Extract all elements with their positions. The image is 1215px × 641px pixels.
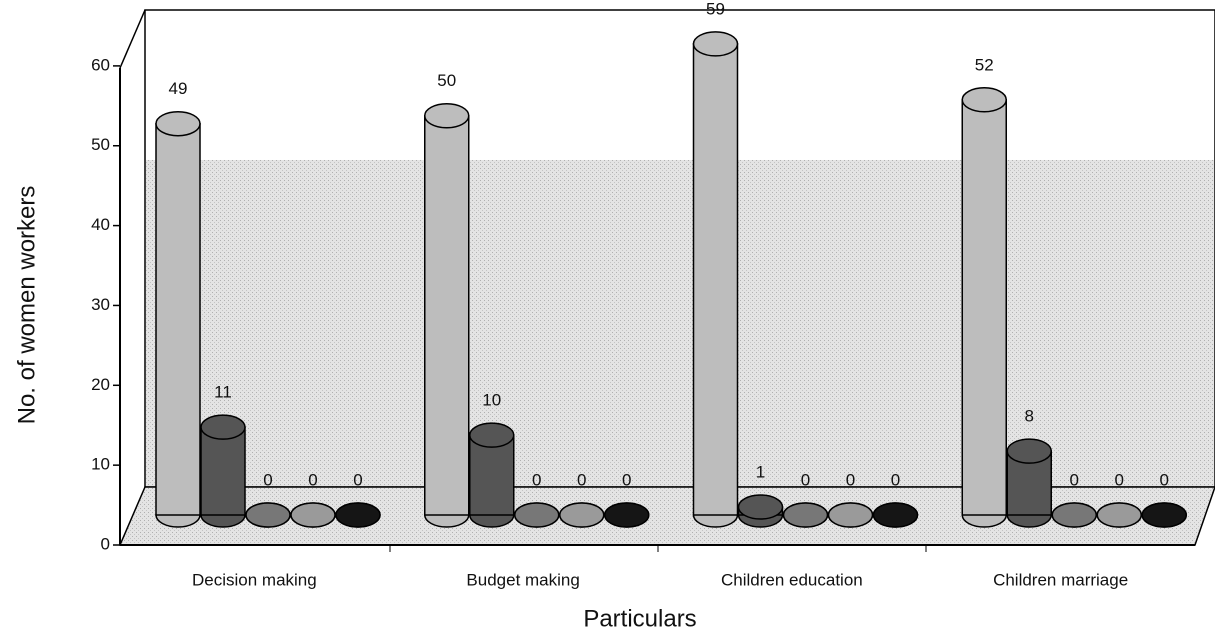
bar-top [604, 502, 650, 528]
bar-top [424, 102, 470, 129]
data-label: 59 [706, 0, 725, 18]
bar-top [782, 502, 829, 528]
data-label: 0 [1160, 470, 1169, 489]
data-label: 0 [801, 470, 810, 489]
bar [961, 99, 1007, 516]
bar-top [155, 110, 201, 137]
x-axis-title: Particulars [583, 605, 696, 632]
data-label: 1 [756, 462, 765, 481]
bar [200, 426, 246, 516]
y-tick-label: 20 [91, 375, 110, 394]
y-tick-label: 40 [91, 215, 110, 234]
bar-top [514, 502, 560, 528]
data-label: 0 [308, 470, 317, 489]
data-label: 0 [263, 470, 272, 489]
x-tick-label: Decision making [192, 570, 317, 589]
bar-top [200, 414, 246, 440]
x-tick-label: Children education [721, 570, 863, 589]
data-label: 10 [482, 391, 501, 410]
data-label: 49 [169, 79, 188, 98]
data-label: 0 [891, 470, 900, 489]
data-label: 11 [214, 383, 232, 402]
bar-top [1006, 438, 1052, 464]
bar [469, 434, 515, 516]
data-label: 52 [975, 55, 994, 74]
data-label: 8 [1025, 407, 1034, 426]
bar-top [692, 31, 739, 57]
data-label: 0 [846, 470, 855, 489]
data-label: 0 [577, 470, 586, 489]
bar-top [290, 502, 336, 528]
y-tick-label: 50 [91, 135, 110, 154]
data-label: 0 [532, 470, 541, 489]
left-wall-edge [119, 9, 146, 69]
bar-top [1141, 502, 1187, 528]
bar [692, 43, 739, 516]
data-label: 0 [353, 470, 362, 489]
bar-top [245, 502, 291, 528]
data-label: 0 [1115, 470, 1124, 489]
bar-top [1096, 502, 1142, 528]
bar-top [961, 87, 1007, 113]
y-tick-label: 30 [91, 295, 110, 314]
bar-top [559, 502, 605, 528]
y-tick-label: 10 [91, 455, 110, 474]
bar-top [737, 494, 784, 520]
bar [155, 122, 201, 516]
bar-top [1051, 502, 1097, 528]
wall-shade [146, 160, 1214, 486]
bar-top [469, 422, 515, 448]
y-axis-title: No. of women workers [13, 186, 40, 425]
data-label: 0 [1070, 470, 1079, 489]
bar-top [827, 502, 874, 528]
y-tick-label: 60 [91, 55, 110, 74]
bar [424, 114, 470, 516]
y-tick-label: 0 [101, 534, 110, 553]
x-tick-label: Children marriage [993, 570, 1128, 589]
x-tick-label: Budget making [466, 570, 579, 589]
bar-top [335, 502, 381, 528]
bar-top [872, 502, 919, 528]
data-label: 50 [437, 71, 456, 90]
data-label: 0 [622, 470, 631, 489]
